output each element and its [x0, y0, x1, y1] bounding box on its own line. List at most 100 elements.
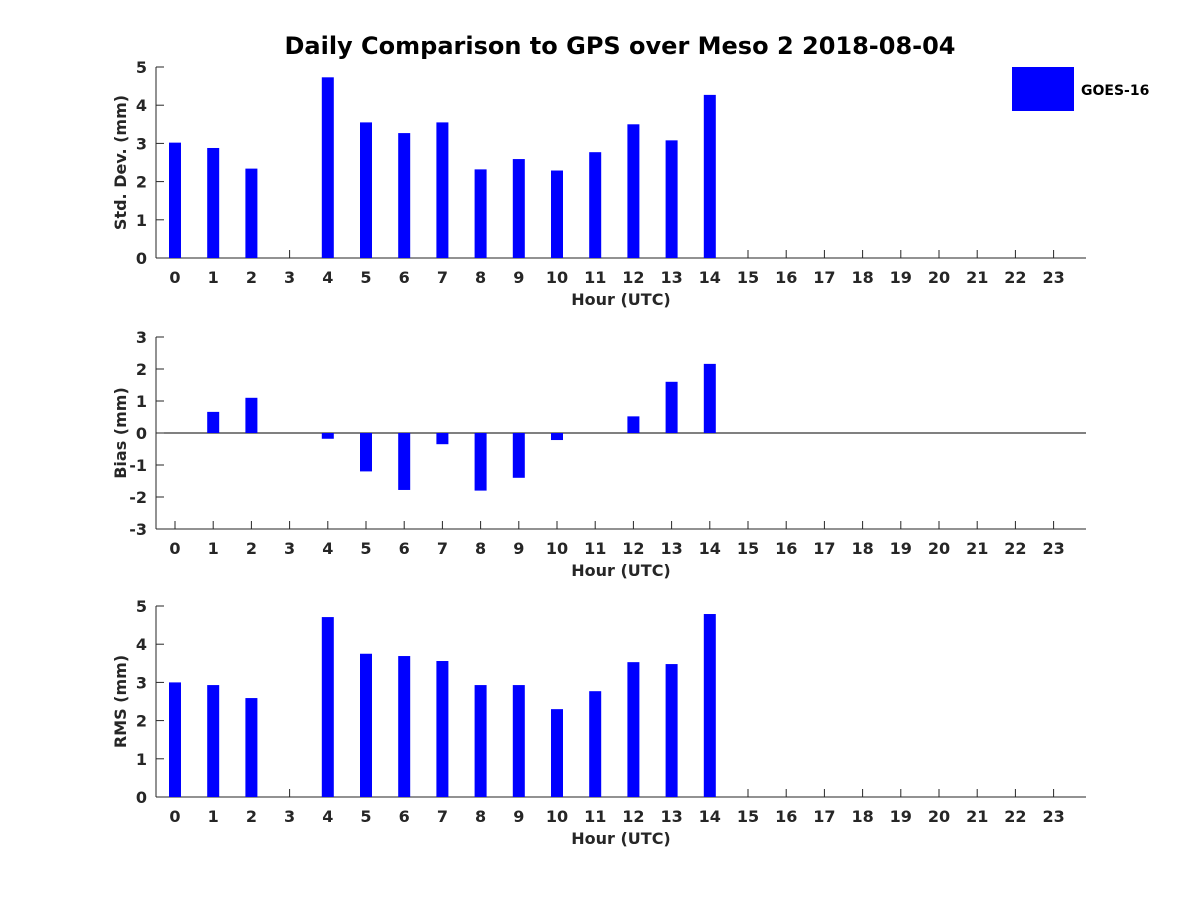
bar-hour-10	[551, 709, 563, 797]
bar-hour-4	[321, 433, 334, 439]
bar-hour-12	[627, 416, 640, 433]
bar-hour-7	[436, 433, 449, 445]
bar-hour-13	[665, 664, 678, 797]
x-tick-label: 0	[169, 268, 180, 287]
bar-hour-6	[398, 433, 411, 490]
chart-title: Daily Comparison to GPS over Meso 2 2018…	[284, 32, 955, 60]
x-tick-label: 1	[208, 268, 219, 287]
x-tick-label: 22	[1004, 807, 1026, 826]
x-tick-label: 13	[660, 268, 682, 287]
x-tick-label: 14	[699, 268, 721, 287]
x-tick-label: 7	[437, 268, 448, 287]
x-tick-label: 22	[1004, 539, 1026, 558]
bar-hour-6	[398, 133, 411, 258]
x-tick-label: 7	[437, 807, 448, 826]
y-tick-label: 5	[136, 597, 147, 616]
y-tick-label: 2	[136, 173, 147, 192]
bar-hour-10	[551, 170, 563, 258]
x-tick-label: 13	[660, 807, 682, 826]
y-tick-label: 1	[136, 211, 147, 230]
x-tick-label: 17	[813, 807, 835, 826]
bar-hour-1	[207, 147, 220, 258]
y-tick-label: 5	[136, 58, 147, 77]
x-tick-label: 14	[699, 539, 721, 558]
bar-hour-5	[360, 653, 372, 797]
x-tick-label: 18	[851, 539, 873, 558]
x-tick-label: 1	[208, 539, 219, 558]
x-tick-label: 16	[775, 268, 797, 287]
x-tick-label: 0	[169, 807, 180, 826]
x-tick-label: 22	[1004, 268, 1026, 287]
y-tick-label: 0	[136, 424, 147, 443]
bar-hour-8	[474, 685, 487, 797]
x-tick-label: 14	[699, 807, 721, 826]
x-tick-label: 21	[966, 807, 988, 826]
bar-hour-12	[627, 662, 640, 797]
bar-hour-7	[436, 661, 449, 797]
x-tick-label: 6	[399, 807, 410, 826]
x-tick-label: 4	[322, 539, 333, 558]
x-axis-label: Hour (UTC)	[571, 829, 671, 848]
bar-hour-14	[703, 614, 716, 797]
bar-hour-4	[321, 77, 334, 259]
x-tick-label: 16	[775, 539, 797, 558]
x-tick-label: 23	[1042, 807, 1064, 826]
x-tick-label: 3	[284, 807, 295, 826]
x-tick-label: 15	[737, 539, 759, 558]
y-tick-label: 0	[136, 249, 147, 268]
y-tick-label: 3	[136, 328, 147, 347]
y-tick-label: 0	[136, 788, 147, 807]
x-tick-label: 6	[399, 268, 410, 287]
x-tick-label: 17	[813, 539, 835, 558]
legend-swatch	[1012, 67, 1074, 111]
bar-hour-9	[512, 685, 525, 797]
x-tick-label: 19	[890, 539, 912, 558]
bar-hour-4	[321, 617, 334, 797]
bar-hour-11	[589, 691, 602, 797]
y-axis-label: RMS (mm)	[111, 655, 130, 748]
bar-hour-8	[474, 433, 487, 491]
y-tick-label: 4	[136, 96, 147, 115]
x-tick-label: 9	[513, 268, 524, 287]
x-tick-label: 21	[966, 539, 988, 558]
bar-hour-6	[398, 656, 411, 797]
x-tick-label: 4	[322, 807, 333, 826]
bar-hour-13	[665, 381, 678, 433]
x-tick-label: 11	[584, 539, 606, 558]
y-tick-label: 3	[136, 134, 147, 153]
x-tick-label: 11	[584, 807, 606, 826]
bar-hour-9	[512, 159, 525, 258]
bar-hour-0	[169, 682, 181, 797]
bar-hour-5	[360, 433, 372, 472]
bar-hour-8	[474, 169, 487, 258]
bar-hour-0	[169, 142, 181, 258]
x-tick-label: 12	[622, 539, 644, 558]
x-tick-label: 20	[928, 807, 950, 826]
x-axis-label: Hour (UTC)	[571, 561, 671, 580]
bar-hour-10	[551, 433, 563, 441]
x-tick-label: 10	[546, 268, 568, 287]
x-tick-label: 6	[399, 539, 410, 558]
bar-hour-2	[245, 397, 258, 433]
y-tick-label: -1	[129, 456, 147, 475]
x-tick-label: 8	[475, 268, 486, 287]
x-tick-label: 1	[208, 807, 219, 826]
legend: GOES-16	[1012, 67, 1149, 111]
legend-label: GOES-16	[1081, 83, 1149, 99]
x-tick-label: 4	[322, 268, 333, 287]
x-tick-label: 10	[546, 807, 568, 826]
x-tick-label: 2	[246, 807, 257, 826]
y-tick-label: 1	[136, 750, 147, 769]
x-tick-label: 23	[1042, 539, 1064, 558]
y-tick-label: 2	[136, 360, 147, 379]
x-tick-label: 20	[928, 268, 950, 287]
x-tick-label: 18	[851, 807, 873, 826]
x-tick-label: 19	[890, 807, 912, 826]
bar-hour-14	[703, 363, 716, 433]
x-tick-label: 16	[775, 807, 797, 826]
bar-hour-7	[436, 122, 449, 258]
x-tick-label: 5	[360, 268, 371, 287]
